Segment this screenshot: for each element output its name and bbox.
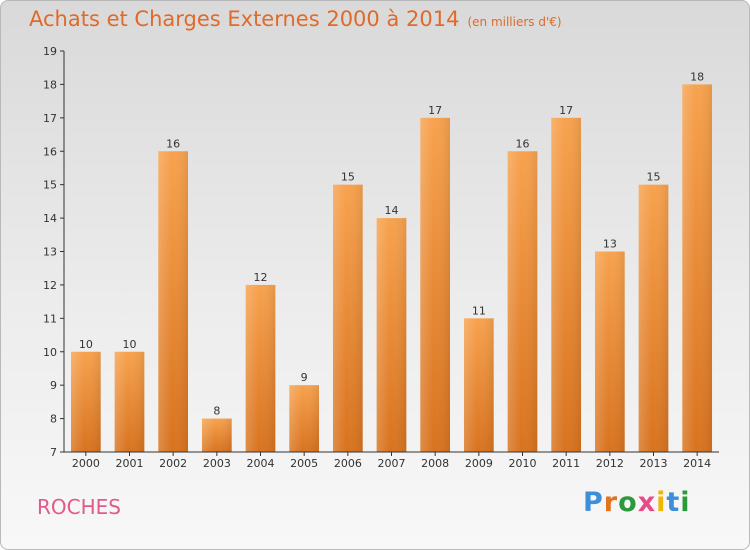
bar-value-label: 16 [516,137,530,150]
y-tick-label: 9 [50,379,57,392]
y-tick-label: 12 [43,279,57,292]
y-tick-label: 7 [50,446,57,459]
x-tick-label: 2003 [203,457,231,470]
plot-area: 7 8 9 10 11 12 13 14 15 16 17 18 19 10 2000 10 2001 16 200… [43,45,719,470]
bar-highlight [201,418,232,452]
y-tick-label: 16 [43,145,57,158]
x-tick-label: 2012 [596,457,624,470]
bar-value-label: 10 [79,338,93,351]
x-tick-label: 2002 [159,457,187,470]
brand-logo-letter: i [656,487,667,518]
bar-value-label: 14 [385,204,399,217]
x-tick-label: 2007 [378,457,406,470]
bar-value-label: 17 [559,104,573,117]
y-tick-label: 15 [43,179,57,192]
y-tick-label: 17 [43,112,57,125]
bar-highlight [158,151,189,452]
bar-highlight [114,351,145,452]
bar-value-label: 13 [603,238,617,251]
brand-logo: Proxiti [583,487,691,518]
x-tick-label: 2011 [552,457,580,470]
brand-logo-letter: x [637,487,657,518]
y-tick-label: 8 [50,413,57,426]
x-tick-label: 2006 [334,457,362,470]
bar-value-label: 10 [123,338,137,351]
bar-value-label: 17 [428,104,442,117]
chart-title-text: Achats et Charges Externes 2000 à 2014 [29,7,460,31]
x-tick-label: 2009 [465,457,493,470]
y-tick-label: 11 [43,312,57,325]
bar-value-label: 18 [690,70,704,83]
bar-highlight [551,117,582,452]
bar-value-label: 12 [254,271,268,284]
bar-highlight [420,117,451,452]
bar-value-label: 15 [647,171,661,184]
bar-highlight [332,184,363,452]
x-tick-label: 2008 [421,457,449,470]
x-tick-label: 2010 [509,457,537,470]
bar-highlight [245,284,276,452]
bar-highlight [463,318,494,452]
bar-value-label: 11 [472,304,486,317]
bar-value-label: 16 [166,137,180,150]
bar-highlight [70,351,101,452]
x-tick-label: 2001 [116,457,144,470]
y-tick-label: 19 [43,45,57,58]
x-tick-label: 2014 [683,457,711,470]
x-tick-label: 2013 [640,457,668,470]
brand-logo-letter: r [603,487,619,518]
y-tick-label: 10 [43,346,57,359]
location-label: ROCHES [37,495,121,519]
chart-unit-text: (en milliers d'€) [467,15,562,29]
bar-value-label: 8 [213,405,220,418]
bar-highlight [289,385,320,452]
bar-value-label: 9 [301,371,308,384]
y-tick-label: 13 [43,246,57,259]
brand-logo-letter: i [680,487,691,518]
bar-highlight [507,151,538,452]
bar-value-label: 15 [341,171,355,184]
y-tick-label: 14 [43,212,57,225]
x-tick-label: 2004 [247,457,275,470]
brand-logo-letter: t [666,487,681,518]
chart-title: Achats et Charges Externes 2000 à 2014 (e… [29,7,562,31]
y-tick-label: 18 [43,78,57,91]
brand-logo-letter: o [618,487,638,518]
bar-highlight [594,251,625,452]
x-tick-label: 2000 [72,457,100,470]
bar-highlight [638,184,669,452]
brand-logo-letter: P [583,487,604,518]
bar-highlight [376,218,407,452]
bar-highlight [682,84,713,453]
x-tick-label: 2005 [290,457,318,470]
